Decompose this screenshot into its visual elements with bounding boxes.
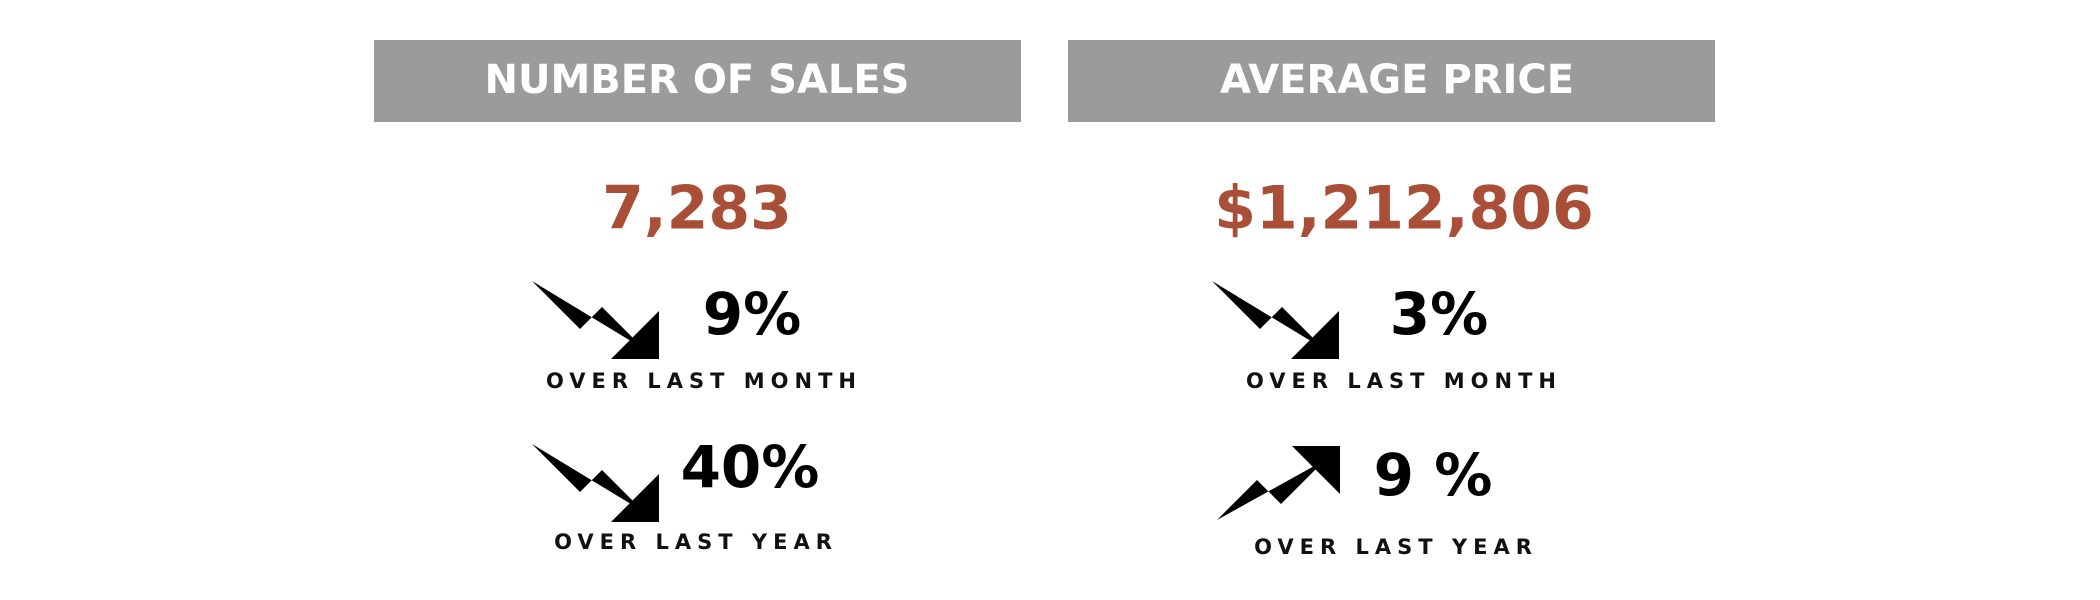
change-label: OVER LAST MONTH [546, 369, 862, 393]
change-value: 40% [681, 433, 820, 501]
up-arrow-icon [1217, 446, 1340, 520]
change-value: 3% [1390, 280, 1488, 348]
panel-value: $1,212,806 [1214, 174, 1594, 244]
change-label: OVER LAST YEAR [554, 530, 838, 554]
panel-header: AVERAGE PRICE [1220, 57, 1574, 103]
header-bar [374, 40, 1021, 122]
panel-value: 7,283 [602, 174, 792, 244]
header-bar [1068, 40, 1715, 122]
change-value: 9% [703, 280, 801, 348]
down-arrow-icon [532, 444, 659, 522]
down-arrow-icon [1212, 281, 1339, 359]
change-value: 9 % [1374, 441, 1493, 509]
change-label: OVER LAST YEAR [1254, 535, 1538, 559]
change-label: OVER LAST MONTH [1246, 369, 1562, 393]
panel-header: NUMBER OF SALES [485, 57, 910, 103]
down-arrow-icon [532, 281, 659, 359]
